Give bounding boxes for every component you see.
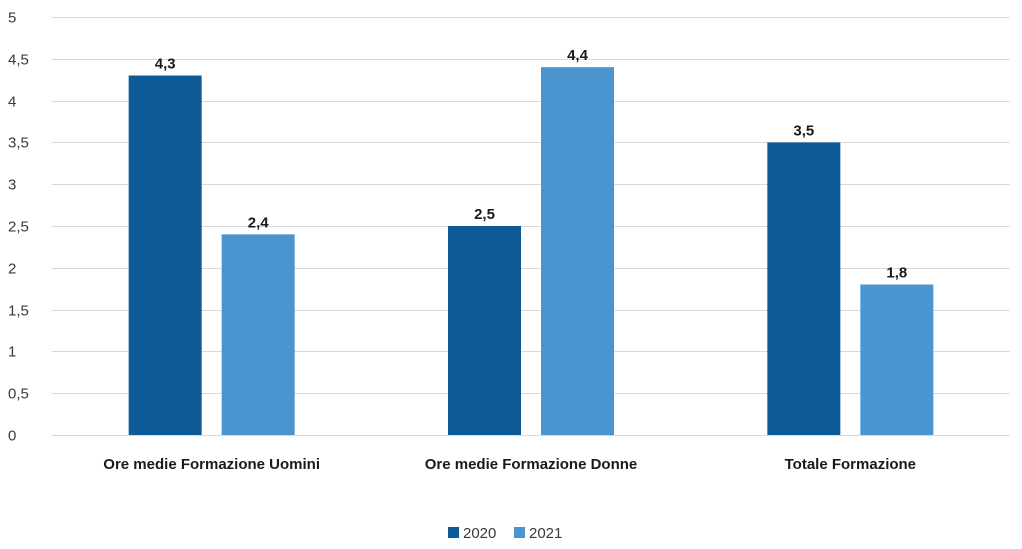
gridlines — [52, 17, 1010, 436]
bar-2020-2 — [448, 226, 521, 435]
legend-swatch-2021 — [514, 527, 525, 538]
data-label: 2,5 — [474, 206, 495, 223]
bar-2020-3 — [767, 142, 841, 435]
legend-label: 2021 — [529, 525, 562, 542]
bar-2021-3 — [860, 284, 934, 435]
y-tick-label: 4 — [8, 94, 16, 111]
y-tick-label: 0 — [8, 428, 16, 445]
legend-label: 2020 — [463, 525, 496, 542]
x-tick-label: Totale Formazione — [785, 456, 916, 473]
data-labels: 4,3 2,4 2,5 4,4 3,5 1,8 — [155, 47, 908, 281]
x-axis-ticks: Ore medie Formazione Uomini Ore medie For… — [103, 456, 916, 473]
y-tick-label: 4,5 — [8, 52, 29, 69]
y-tick-label: 2,5 — [8, 219, 29, 236]
data-label: 4,4 — [567, 47, 589, 64]
data-label: 4,3 — [155, 56, 176, 73]
y-tick-label: 2 — [8, 261, 16, 278]
data-label: 2,4 — [248, 214, 270, 231]
y-tick-label: 3 — [8, 177, 16, 194]
bar-2021-1 — [221, 234, 295, 435]
x-tick-label: Ore medie Formazione Donne — [425, 456, 638, 473]
y-tick-label: 1,5 — [8, 303, 29, 320]
data-label: 1,8 — [886, 265, 907, 282]
bar-2020-1 — [128, 75, 202, 436]
bar-2021-2 — [541, 67, 614, 435]
y-tick-label: 0,5 — [8, 386, 29, 403]
data-label: 3,5 — [793, 122, 814, 139]
y-tick-label: 1 — [8, 344, 16, 361]
legend-swatch-2020 — [448, 527, 459, 538]
y-tick-label: 3,5 — [8, 135, 29, 152]
x-tick-label: Ore medie Formazione Uomini — [103, 456, 320, 473]
bars — [128, 67, 934, 436]
legend: 2020 2021 — [448, 525, 562, 542]
y-tick-label: 5 — [8, 10, 16, 27]
y-axis-ticks: 0 0,5 1 1,5 2 2,5 3 3,5 4 4,5 5 — [8, 10, 29, 445]
